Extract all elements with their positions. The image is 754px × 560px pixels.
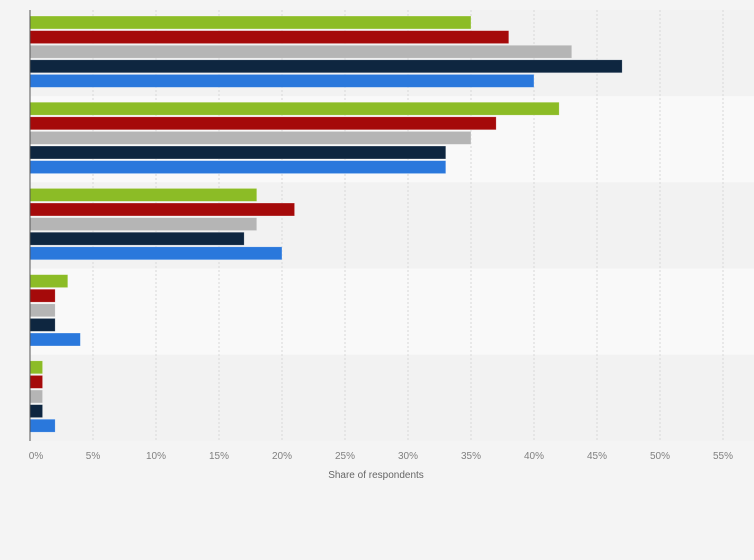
- x-tick-label: 15%: [209, 451, 229, 462]
- bar[interactable]: [29, 246, 283, 261]
- bar[interactable]: [29, 274, 69, 288]
- bar[interactable]: [29, 217, 258, 231]
- bar[interactable]: [29, 360, 43, 375]
- bar[interactable]: [29, 59, 623, 74]
- bar[interactable]: [29, 288, 56, 303]
- x-tick-label: 45%: [587, 451, 607, 462]
- x-tick-label: 10%: [146, 451, 166, 462]
- bar[interactable]: [29, 389, 43, 404]
- x-tick-label: 0%: [29, 451, 44, 462]
- bar[interactable]: [29, 116, 497, 131]
- bar[interactable]: [29, 101, 560, 116]
- bar[interactable]: [29, 404, 43, 418]
- x-axis-label: Share of respondents: [328, 470, 424, 481]
- bar[interactable]: [29, 160, 447, 174]
- x-tick-labels: 0% 5% 10% 15% 20% 25% 30% 35% 40% 45% 50% 55%: [29, 451, 733, 462]
- bar[interactable]: [29, 332, 81, 347]
- x-tick-label: 50%: [650, 451, 670, 462]
- bar[interactable]: [29, 188, 258, 202]
- bar[interactable]: [29, 418, 56, 433]
- x-tick-label: 30%: [398, 451, 418, 462]
- bar[interactable]: [29, 15, 472, 30]
- x-tick-label: 40%: [524, 451, 544, 462]
- x-tick-label: 25%: [335, 451, 355, 462]
- x-tick-label: 35%: [461, 451, 481, 462]
- bar[interactable]: [29, 202, 295, 217]
- bar[interactable]: [29, 318, 56, 332]
- group-band: [30, 354, 754, 441]
- bar[interactable]: [29, 145, 447, 160]
- bar[interactable]: [29, 303, 56, 318]
- bar[interactable]: [29, 74, 535, 88]
- x-tick-label: 55%: [713, 451, 733, 462]
- bar[interactable]: [29, 375, 43, 389]
- x-tick-label: 5%: [86, 451, 101, 462]
- group-band: [30, 268, 754, 355]
- bar[interactable]: [29, 231, 245, 246]
- bar[interactable]: [29, 131, 472, 145]
- x-tick-label: 20%: [272, 451, 292, 462]
- bar[interactable]: [29, 44, 573, 59]
- bar[interactable]: [29, 30, 510, 44]
